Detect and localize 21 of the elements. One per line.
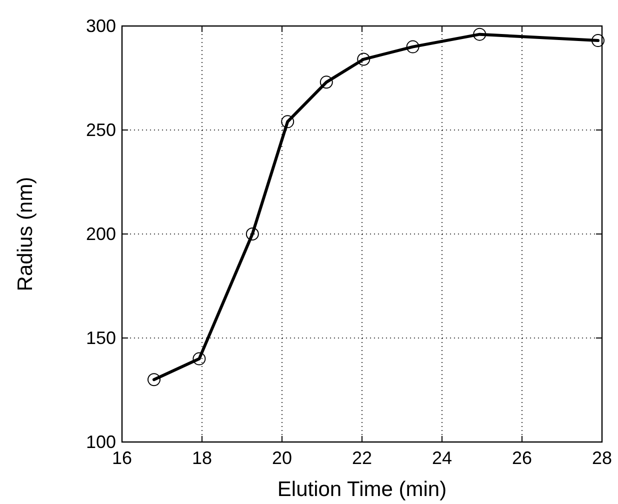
point: [148, 373, 160, 386]
x-tick-label: 20: [272, 448, 292, 468]
y-tick-label: 300: [86, 16, 116, 36]
point: [246, 228, 259, 240]
point: [281, 115, 294, 128]
y-tick-label: 150: [86, 328, 116, 348]
x-tick-label: 24: [432, 448, 452, 468]
point: [473, 28, 486, 41]
x-axis-title: Elution Time (min): [277, 478, 447, 501]
x-tick-label: 26: [512, 448, 532, 468]
point: [406, 40, 420, 54]
y-tick-label: 200: [86, 224, 116, 244]
point: [192, 352, 206, 366]
x-tick-label: 18: [192, 448, 212, 468]
x-tick-label: 22: [352, 448, 372, 468]
point: [357, 52, 370, 66]
y-axis-title: Radius (nm): [14, 176, 37, 292]
y-tick-label: 250: [86, 120, 116, 140]
point: [592, 34, 604, 48]
x-tick-label: 28: [592, 448, 612, 468]
point: [320, 76, 333, 89]
